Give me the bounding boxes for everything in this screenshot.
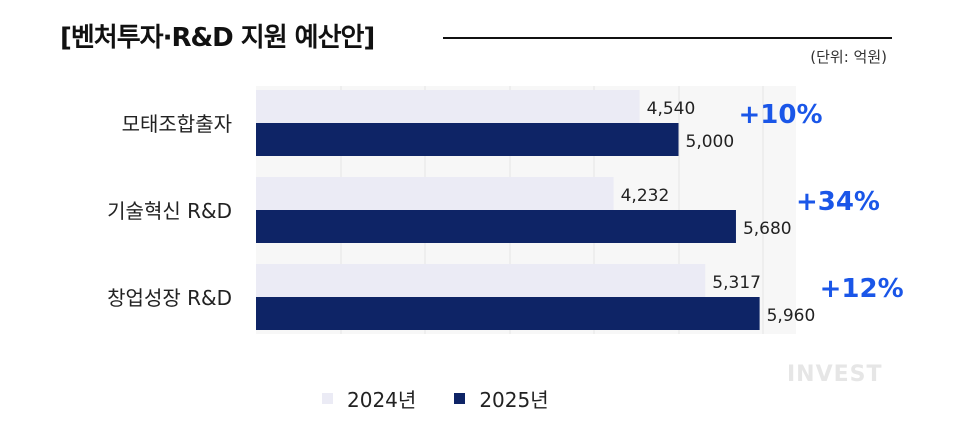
growth-label: +12%	[820, 274, 904, 304]
legend-swatch-2024	[322, 393, 333, 404]
category-label: 기술혁신 R&D	[107, 199, 232, 223]
bar-2024	[256, 264, 706, 297]
title-rule	[443, 37, 892, 39]
chart-title: [벤처투자·R&D 지원 예산안]	[60, 23, 375, 53]
value-label: 4,540	[647, 99, 696, 119]
bar-2025	[256, 210, 736, 243]
legend: 2024년 2025년	[322, 384, 587, 413]
legend-label-2025: 2025년	[479, 388, 549, 412]
legend-item-2025: 2025년	[454, 384, 549, 413]
value-label: 5,960	[767, 306, 816, 326]
value-label: 5,317	[712, 273, 761, 293]
bar-chart: 모태조합출자 4,540 5,000+10% 기술혁신 R&D 4,232 5,680+3…	[107, 86, 904, 334]
legend-item-2024: 2024년	[322, 384, 416, 413]
bar-2024	[256, 177, 614, 210]
growth-label: +10%	[739, 100, 823, 130]
legend-swatch-2025	[454, 393, 466, 404]
watermark: INVEST	[787, 362, 883, 387]
category-label: 모태조합출자	[122, 112, 232, 136]
bar-2024	[256, 90, 640, 123]
value-label: 5,680	[743, 219, 792, 239]
legend-label-2024: 2024년	[347, 388, 417, 412]
unit-label: (단위: 억원)	[810, 48, 887, 66]
category-label: 창업성장 R&D	[107, 286, 232, 310]
value-label: 5,000	[686, 132, 735, 152]
bar-2025	[256, 297, 760, 330]
growth-label: +34%	[796, 187, 880, 217]
value-label: 4,232	[621, 186, 670, 206]
bar-2025	[256, 123, 679, 156]
